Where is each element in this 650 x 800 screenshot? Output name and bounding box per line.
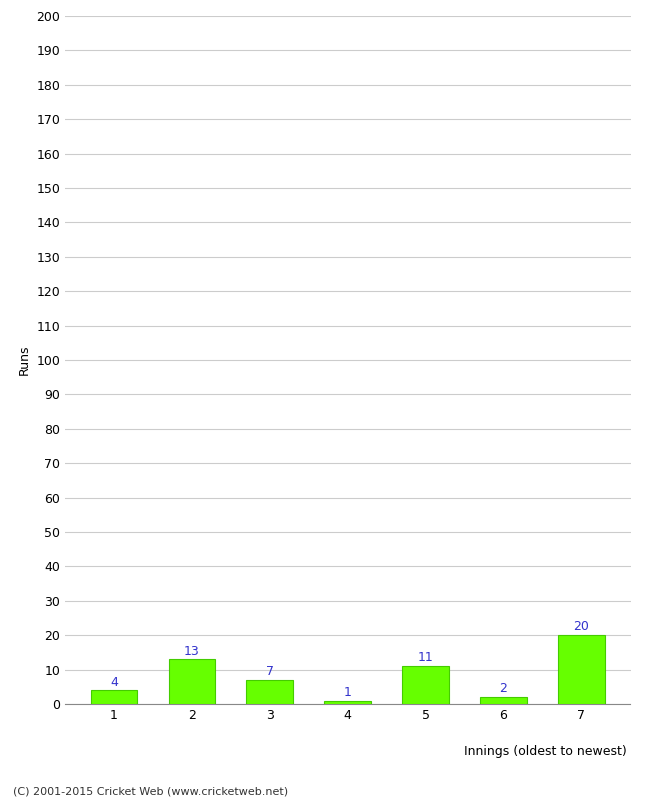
- Y-axis label: Runs: Runs: [18, 345, 31, 375]
- Bar: [558, 635, 605, 704]
- Bar: [402, 666, 449, 704]
- Text: 20: 20: [573, 621, 590, 634]
- Bar: [480, 697, 527, 704]
- Text: (C) 2001-2015 Cricket Web (www.cricketweb.net): (C) 2001-2015 Cricket Web (www.cricketwe…: [13, 786, 288, 796]
- Bar: [91, 690, 137, 704]
- Text: 4: 4: [110, 675, 118, 689]
- X-axis label: Innings (oldest to newest): Innings (oldest to newest): [464, 746, 627, 758]
- Text: 7: 7: [266, 666, 274, 678]
- Bar: [168, 659, 215, 704]
- Text: 1: 1: [344, 686, 352, 699]
- Bar: [246, 680, 293, 704]
- Text: 11: 11: [418, 651, 434, 665]
- Text: 13: 13: [184, 645, 200, 658]
- Bar: [324, 701, 371, 704]
- Text: 2: 2: [500, 682, 508, 695]
